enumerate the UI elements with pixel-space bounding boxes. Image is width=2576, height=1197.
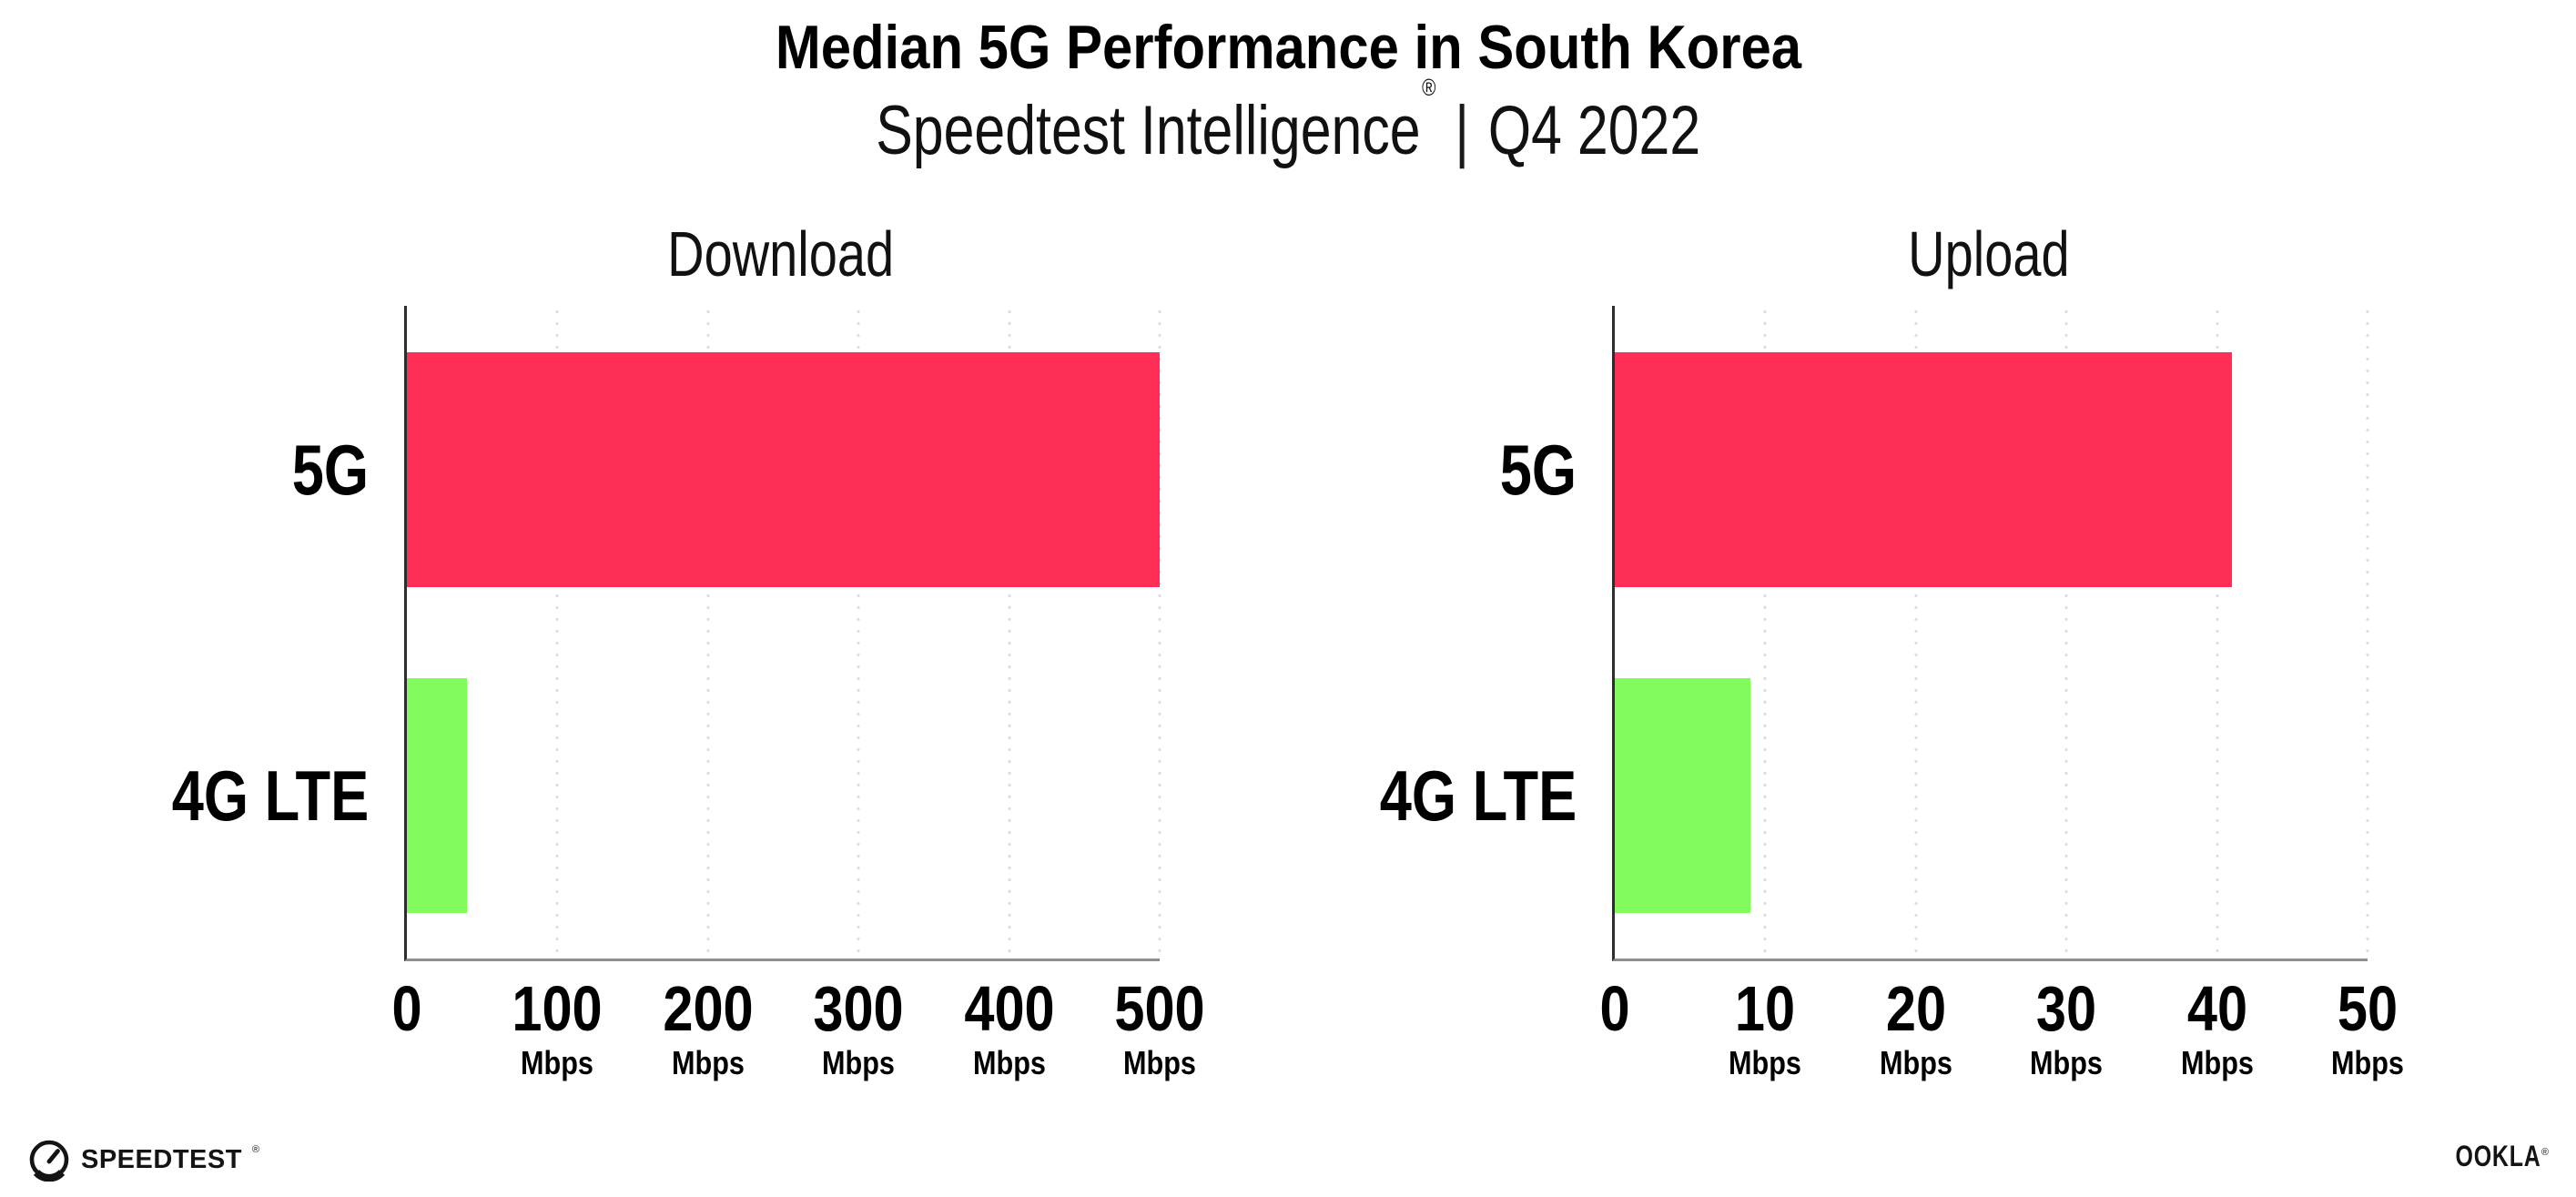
x-tick-value: 500 xyxy=(1114,973,1205,1044)
x-tick-unit: Mbps xyxy=(822,1044,896,1081)
x-tick-unit: Mbps xyxy=(2030,1044,2104,1081)
x-tick-100: 100 Mbps xyxy=(504,977,611,1080)
x-tick-value: 100 xyxy=(512,973,603,1044)
gridline-200-mbps xyxy=(706,306,710,959)
x-tick-unit: Mbps xyxy=(2331,1044,2404,1081)
bar-5g-upload xyxy=(1615,352,2233,587)
gridline-100-mbps xyxy=(555,306,559,959)
x-tick-0: 0 xyxy=(1597,977,1633,1040)
x-tick-50: 50 Mbps xyxy=(2325,977,2410,1080)
category-label-4g-lte: 4G LTE xyxy=(1379,756,1577,836)
speedtest-registered-mark: ® xyxy=(251,1144,260,1155)
x-tick-unit: Mbps xyxy=(521,1044,594,1081)
page-subtitle-text: Speedtest Intelligence® | Q4 2022 xyxy=(876,76,1700,166)
speedtest-gauge-icon xyxy=(29,1140,69,1182)
subtitle-divider: | xyxy=(1455,92,1469,169)
download-chart-title: Download xyxy=(404,222,1157,286)
x-tick-500: 500 Mbps xyxy=(1107,977,1213,1080)
x-tick-value: 10 xyxy=(1735,973,1796,1044)
x-tick-0: 0 xyxy=(390,977,425,1040)
gridline-20-mbps xyxy=(1914,306,1918,959)
subtitle-period: Q4 2022 xyxy=(1487,92,1700,169)
gridline-400-mbps xyxy=(1008,306,1011,959)
speedtest-logo: SPEEDTEST ® xyxy=(27,1138,259,1182)
subtitle-brand: Speedtest Intelligence xyxy=(876,92,1421,169)
gridline-10-mbps xyxy=(1763,306,1767,959)
x-tick-30: 30 Mbps xyxy=(2023,977,2109,1080)
page-title-text: Median 5G Performance in South Korea xyxy=(775,13,1801,82)
speedtest-logo-text: SPEEDTEST xyxy=(81,1144,242,1174)
ookla-logo-text: OOKLA xyxy=(2455,1140,2541,1172)
registered-trademark-icon: ® xyxy=(1421,73,1436,101)
upload-chart: Upload 0 10 Mbps 20 Mbps 30 Mbps 40 Mbps 50 Mbps 5G… xyxy=(1380,222,2404,1080)
x-tick-value: 20 xyxy=(1885,973,1946,1044)
download-plot-area: 0 100 Mbps 200 Mbps 300 Mbps 400 Mbps 500 Mbps 5G 4G… xyxy=(172,306,1205,1080)
page-title: Median 5G Performance in South Korea xyxy=(0,16,2576,78)
x-tick-unit: Mbps xyxy=(1729,1044,1802,1081)
x-tick-10: 10 Mbps xyxy=(1722,977,1808,1080)
x-tick-40: 40 Mbps xyxy=(2175,977,2260,1080)
upload-chart-title-text: Upload xyxy=(1907,218,2070,289)
x-tick-unit: Mbps xyxy=(1123,1044,1196,1081)
x-tick-value: 30 xyxy=(2036,973,2097,1044)
x-tick-unit: Mbps xyxy=(972,1044,1046,1081)
category-label-5g: 5G xyxy=(1499,430,1577,510)
x-tick-value: 300 xyxy=(813,973,904,1044)
download-chart: Download 0 100 Mbps 200 Mbps 300 Mbps 400 Mbps 50… xyxy=(172,222,1205,1080)
x-tick-400: 400 Mbps xyxy=(956,977,1062,1080)
ookla-logo: OOKLA® xyxy=(2431,1141,2549,1171)
x-tick-unit: Mbps xyxy=(1879,1044,1952,1081)
x-tick-unit: Mbps xyxy=(2180,1044,2254,1081)
gridline-30-mbps xyxy=(2064,306,2068,959)
gridline-40-mbps xyxy=(2216,306,2219,959)
x-tick-20: 20 Mbps xyxy=(1873,977,1959,1080)
bar-5g-download xyxy=(407,352,1160,587)
upload-plot-area: 0 10 Mbps 20 Mbps 30 Mbps 40 Mbps 50 Mbps 5G 4G LTE xyxy=(1380,306,2404,1080)
gridline-300-mbps xyxy=(857,306,860,959)
x-tick-value: 0 xyxy=(391,973,422,1044)
x-tick-value: 0 xyxy=(1599,973,1630,1044)
x-tick-value: 40 xyxy=(2186,973,2247,1044)
bar-4g-lte-upload xyxy=(1615,678,1750,913)
gridline-50-mbps xyxy=(2366,306,2369,959)
upload-chart-title: Upload xyxy=(1612,222,2365,286)
x-tick-300: 300 Mbps xyxy=(806,977,912,1080)
page-subtitle: Speedtest Intelligence® | Q4 2022 xyxy=(0,76,2576,166)
ookla-registered-mark: ® xyxy=(2541,1147,2549,1158)
category-label-5g: 5G xyxy=(291,430,369,510)
bar-4g-lte-download xyxy=(407,678,468,913)
x-tick-value: 200 xyxy=(663,973,754,1044)
x-tick-value: 400 xyxy=(963,973,1055,1044)
gridline-500-mbps xyxy=(1158,306,1161,959)
x-tick-unit: Mbps xyxy=(671,1044,745,1081)
download-chart-title-text: Download xyxy=(666,218,895,289)
x-tick-200: 200 Mbps xyxy=(654,977,761,1080)
x-tick-value: 50 xyxy=(2337,973,2399,1044)
category-label-4g-lte: 4G LTE xyxy=(171,756,369,836)
